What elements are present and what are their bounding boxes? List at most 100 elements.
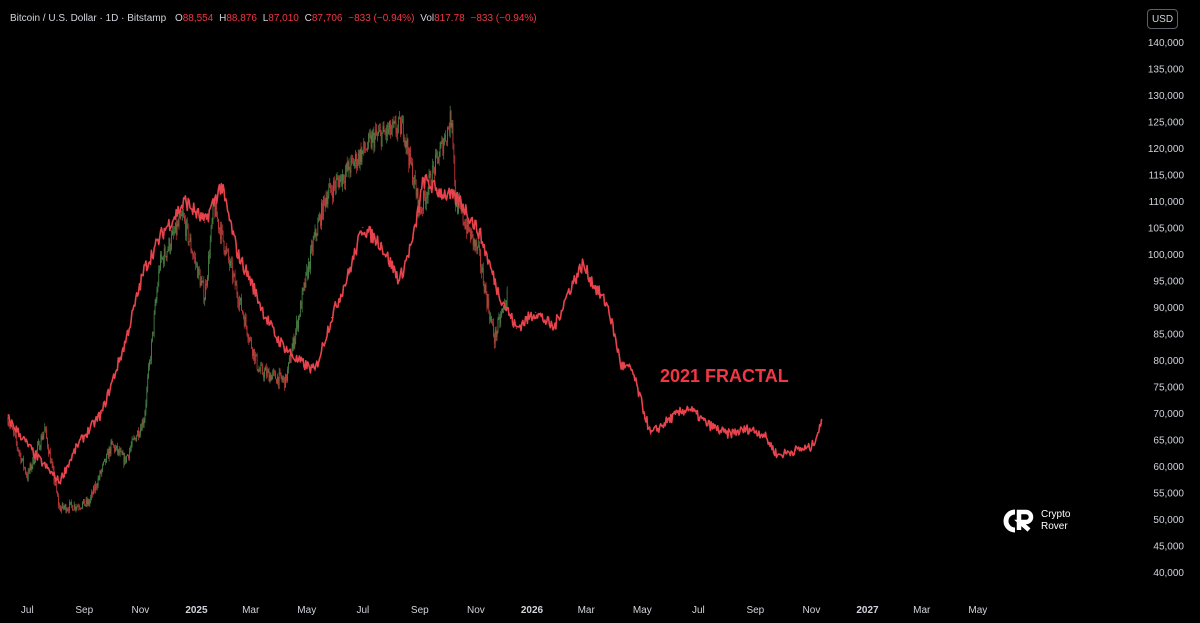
- candle-body: [197, 263, 198, 278]
- candle-body: [453, 144, 455, 158]
- candle-body: [94, 486, 95, 491]
- candle-body: [345, 163, 347, 172]
- candle-body: [13, 429, 14, 433]
- price-axis[interactable]: 140,000 135,000 130,000 125,000 120,000 115,0…: [1148, 38, 1185, 579]
- candle-body: [32, 457, 34, 466]
- candle-body: [78, 506, 80, 508]
- candle-body: [323, 196, 325, 200]
- candle-body: [129, 448, 131, 451]
- candle-body: [50, 461, 52, 464]
- x-tick-label: Jul: [21, 605, 34, 616]
- candle-body: [138, 430, 139, 437]
- candle-body: [206, 283, 207, 286]
- x-tick-label: Nov: [131, 605, 149, 616]
- candle-body: [209, 240, 211, 258]
- candle-body: [489, 311, 491, 321]
- candle-body: [17, 447, 19, 451]
- time-axis[interactable]: Jul Sep Nov 2025 Mar May Jul Sep Nov 2026 Mar May Ju…: [21, 605, 987, 616]
- candle-body: [183, 212, 184, 217]
- candle-body: [467, 219, 468, 233]
- y-tick-label: 60,000: [1153, 462, 1184, 473]
- candle-body: [260, 365, 262, 371]
- y-tick-label: 135,000: [1148, 65, 1185, 76]
- candle-body: [286, 374, 287, 381]
- candle-body: [192, 253, 194, 256]
- symbol-title[interactable]: Bitcoin / U.S. Dollar · 1D · Bitstamp: [10, 13, 167, 24]
- candle-body: [240, 297, 241, 301]
- currency-button[interactable]: USD: [1147, 9, 1178, 29]
- candle-body: [485, 285, 487, 294]
- candle-body: [404, 140, 406, 143]
- candle-body: [249, 337, 251, 341]
- candle-body: [459, 201, 461, 205]
- candle-body: [322, 196, 324, 219]
- candle-body: [434, 167, 435, 175]
- candle-body: [162, 257, 163, 259]
- candle-body: [38, 441, 40, 450]
- candle-body: [413, 175, 415, 184]
- fractal-line: [7, 173, 823, 485]
- candle-body: [368, 134, 370, 136]
- candle-body: [96, 486, 98, 488]
- candle-body: [207, 276, 208, 286]
- candle-body: [151, 341, 152, 361]
- candle-body: [487, 298, 489, 307]
- candle-body: [197, 267, 199, 278]
- candle-body: [239, 300, 241, 307]
- y-tick-label: 105,000: [1148, 224, 1185, 235]
- candle-body: [140, 427, 142, 431]
- candle-body: [107, 451, 109, 459]
- candle-body: [313, 236, 315, 240]
- candle-body: [284, 377, 286, 388]
- candle-body: [163, 248, 165, 265]
- candle-body: [398, 117, 400, 127]
- candle-body: [77, 506, 79, 507]
- candle-body: [118, 449, 120, 454]
- candle-body: [47, 438, 48, 448]
- fractal-point: [314, 370, 316, 372]
- candle-body: [31, 465, 33, 470]
- candle-body: [322, 203, 323, 219]
- candle-body: [86, 499, 88, 505]
- candles-layer: [7, 105, 508, 514]
- candle-body: [137, 430, 138, 437]
- candle-body: [470, 229, 471, 240]
- candle-body: [232, 273, 234, 279]
- candle-body: [234, 274, 236, 286]
- y-tick-label: 85,000: [1153, 330, 1184, 341]
- candle-body: [62, 503, 64, 509]
- candle-body: [336, 178, 338, 180]
- candle-body: [178, 218, 180, 226]
- y-tick-label: 90,000: [1153, 303, 1184, 314]
- candle-body: [220, 227, 221, 240]
- candle-body: [324, 199, 326, 207]
- fractal-point: [515, 327, 517, 329]
- candle-body: [52, 464, 54, 469]
- candle-body: [495, 329, 497, 337]
- candle-body: [436, 152, 438, 157]
- candle-body: [227, 249, 229, 251]
- candle-body: [402, 118, 404, 138]
- candle-body: [364, 141, 366, 150]
- candle-body: [46, 428, 47, 439]
- candle-body: [19, 452, 21, 454]
- candle-body: [449, 111, 451, 133]
- candle-body: [494, 329, 496, 344]
- candle-body: [242, 310, 243, 314]
- candle-body: [262, 365, 263, 374]
- candle-body: [81, 507, 82, 509]
- candle-body: [300, 302, 302, 309]
- candle-body: [447, 127, 449, 129]
- candle-body: [95, 484, 97, 488]
- candle-body: [408, 152, 410, 166]
- candle-body: [265, 368, 266, 371]
- y-tick-label: 45,000: [1153, 542, 1184, 553]
- fractal-point: [124, 343, 126, 345]
- candle-body: [69, 502, 70, 511]
- candle-body: [132, 438, 134, 440]
- candle-body: [373, 133, 375, 149]
- fractal-annotation: 2021 FRACTAL: [660, 366, 789, 386]
- candle-body: [388, 129, 389, 134]
- fractal-point: [77, 444, 79, 446]
